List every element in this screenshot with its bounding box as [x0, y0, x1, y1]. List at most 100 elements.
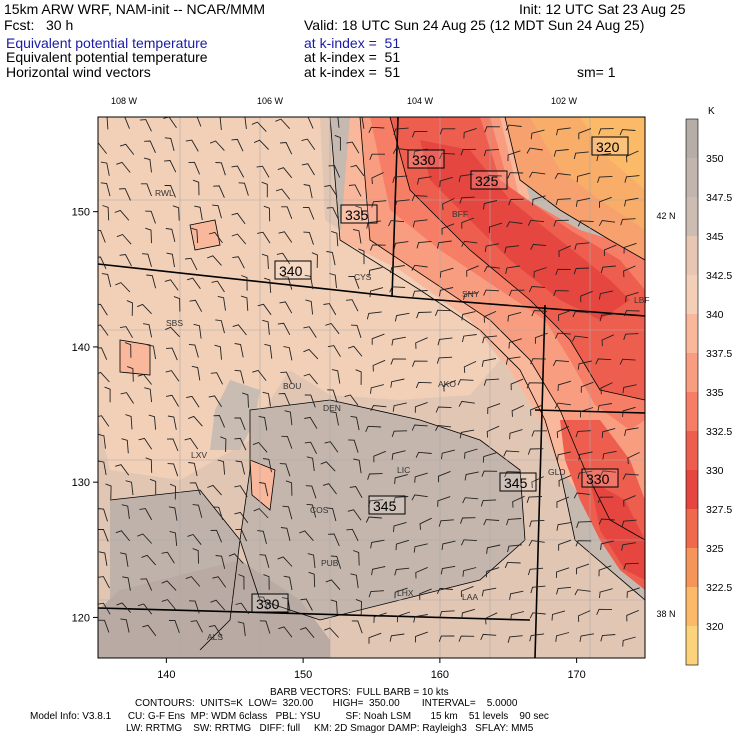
- wind-barb: [330, 555, 342, 569]
- wind-barb: [411, 360, 428, 367]
- plot-frame: [97, 116, 646, 659]
- wind-barb: [334, 134, 341, 151]
- colorbar-label: 342.5: [706, 270, 732, 282]
- wind-barb: [483, 289, 500, 296]
- wind-barb: [484, 126, 500, 133]
- wind-barb: [526, 147, 543, 154]
- wind-barb: [371, 200, 387, 208]
- wind-barb: [577, 610, 591, 622]
- colorbar: [685, 118, 699, 666]
- wind-barb: [207, 255, 222, 266]
- wind-barb: [125, 414, 133, 430]
- wind-barb: [392, 147, 410, 155]
- wind-barb: [392, 175, 408, 184]
- physics-info: LW: RRTMG SW: RRTMG DIFF: full KM: 2D Sm…: [126, 723, 534, 734]
- wind-barb: [556, 586, 572, 595]
- wind-barb: [116, 161, 131, 173]
- wind-barb: [526, 496, 543, 503]
- wind-barb: [579, 407, 594, 418]
- wind-barb: [411, 195, 428, 202]
- wind-barb: [327, 389, 338, 403]
- colorbar-label: 347.5: [706, 192, 732, 204]
- wind-barb: [394, 199, 410, 208]
- wind-barb: [483, 200, 498, 210]
- wind-barb: [598, 220, 616, 227]
- wind-barb: [234, 437, 247, 451]
- wind-barb: [101, 273, 112, 288]
- wind-barb: [603, 244, 617, 256]
- wind-barb: [277, 167, 293, 179]
- wind-barb: [557, 380, 572, 391]
- wind-barb: [98, 619, 110, 633]
- wind-barb: [303, 373, 318, 385]
- wind-barb: [436, 356, 453, 364]
- wind-barb: [346, 528, 359, 542]
- wind-barb: [280, 527, 291, 542]
- wind-barb: [437, 496, 451, 507]
- wind-barb: [304, 416, 318, 429]
- wind-barb: [529, 633, 545, 642]
- wind-barb: [303, 231, 314, 245]
- field-name-1: Equivalent potential temperature: [6, 35, 208, 51]
- wind-barb: [311, 252, 318, 268]
- wind-barb: [555, 268, 571, 276]
- model-info: Model Info: V3.8.1 CU: G-F Ens MP: WDM 6…: [30, 711, 549, 722]
- field-level-1: at k-index = 51: [304, 35, 401, 51]
- wind-barb: [556, 522, 572, 531]
- station-label: GLD: [548, 467, 565, 477]
- wind-barb: [529, 612, 546, 619]
- wind-barb: [485, 567, 500, 578]
- wind-barb: [208, 395, 222, 408]
- wind-barb: [302, 207, 315, 220]
- wind-barb: [369, 153, 385, 160]
- wind-barb: [413, 614, 428, 623]
- wind-barb: [102, 205, 110, 221]
- wind-barb: [531, 430, 548, 437]
- wind-barb: [324, 441, 339, 453]
- wind-barb: [234, 485, 248, 497]
- wind-barb: [443, 379, 456, 392]
- wind-barb: [257, 303, 272, 316]
- wind-barb: [484, 243, 500, 253]
- colorbar-swatch: [686, 275, 698, 315]
- wind-barb: [393, 496, 409, 504]
- wind-barb: [209, 140, 225, 151]
- wind-barb: [259, 620, 271, 634]
- wind-barb: [576, 521, 592, 528]
- wind-barb: [346, 299, 359, 312]
- wind-barb: [98, 433, 106, 449]
- wind-barb: [368, 590, 384, 598]
- wind-barb: [280, 371, 293, 385]
- wind-barb: [120, 618, 130, 633]
- wind-barb: [278, 626, 293, 638]
- wind-barb: [435, 406, 452, 413]
- wind-barb: [278, 393, 291, 406]
- wind-barb: [554, 402, 571, 409]
- wind-barb: [482, 452, 497, 463]
- colorbar-units: K: [708, 106, 715, 117]
- wind-barb: [365, 516, 382, 523]
- wind-barb: [439, 152, 456, 159]
- wind-barb: [300, 598, 313, 611]
- colorbar-swatch: [686, 197, 698, 237]
- wind-barb: [306, 456, 315, 472]
- wind-barb: [531, 310, 548, 317]
- wind-barb: [215, 319, 225, 334]
- smoothing-label: sm= 1: [577, 64, 616, 80]
- wind-barb: [210, 529, 223, 543]
- wind-barb: [627, 451, 640, 465]
- wind-barb: [244, 117, 247, 129]
- wind-barb: [530, 358, 546, 365]
- wind-barb: [253, 139, 269, 150]
- colorbar-label: 340: [706, 309, 724, 321]
- wind-barb: [460, 539, 477, 546]
- lat-label: 42 N: [656, 211, 675, 221]
- station-label: LHX: [397, 588, 414, 598]
- wind-barb: [262, 319, 270, 335]
- wind-barb: [599, 313, 615, 322]
- wind-barb: [483, 378, 500, 386]
- wind-barb: [303, 348, 319, 360]
- wind-barb: [626, 609, 639, 622]
- wind-barb: [196, 117, 202, 127]
- wind-barb: [511, 404, 525, 417]
